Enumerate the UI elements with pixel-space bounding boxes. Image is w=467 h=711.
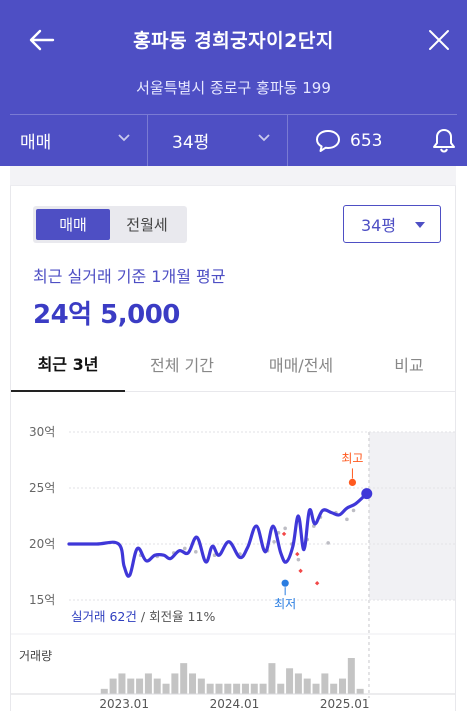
scatter-point	[272, 539, 276, 544]
max-label: 최고	[341, 451, 363, 465]
average-value: 24억 5,000	[33, 300, 180, 330]
price-card: 매매 전월세 34평 최근 실거래 기준 1개월 평균 24억 5,000 최근…	[10, 186, 456, 711]
volume-bar	[118, 673, 126, 694]
average-label: 최근 실거래 기준 1개월 평균	[33, 267, 226, 286]
min-point	[281, 579, 289, 587]
volume-bar	[330, 683, 338, 694]
speech-bubble-icon	[316, 129, 340, 152]
volume-bar	[206, 683, 214, 694]
chevron-down-icon	[118, 134, 130, 142]
close-icon	[429, 30, 449, 50]
scatter-point	[194, 550, 198, 554]
comments-button[interactable]: 653	[288, 115, 418, 166]
x-tick-label: 2023.01	[99, 697, 149, 711]
size-filter-label: 34평	[172, 133, 210, 153]
triangle-down-icon	[415, 222, 425, 228]
app-header: 홍파동 경희궁자이2단지 서울특별시 종로구 홍파동 199 매매 34평 65…	[0, 0, 467, 166]
volume-label: 거래량	[19, 649, 52, 663]
back-button[interactable]	[26, 24, 58, 56]
scatter-point	[283, 526, 287, 531]
size-filter[interactable]: 34평	[148, 115, 288, 166]
trade-type-label: 매매	[20, 133, 52, 153]
chevron-down-icon	[258, 134, 270, 142]
size-select-value: 34평	[361, 216, 397, 235]
volume-bar	[109, 678, 117, 694]
volume-bar	[356, 688, 364, 694]
min-label: 최저	[274, 597, 296, 611]
tab-compare[interactable]: 비교	[394, 356, 424, 375]
volume-bar	[312, 683, 320, 694]
scroll-strip	[10, 166, 456, 186]
forecast-region	[368, 432, 455, 600]
max-point	[348, 478, 357, 486]
volume-bar	[162, 683, 170, 694]
volume-bar	[321, 673, 329, 694]
scatter-point	[296, 557, 301, 562]
volume-bar	[153, 678, 161, 694]
volume-bar	[127, 678, 135, 694]
volume-bar	[180, 663, 188, 694]
volume-bar	[233, 683, 241, 694]
tab-recent-3y[interactable]: 최근 3년	[11, 336, 125, 392]
scatter-point	[183, 546, 187, 551]
current-point	[361, 488, 373, 500]
scatter-point	[345, 517, 349, 522]
volume-bar	[197, 678, 205, 694]
volume-bar	[144, 673, 152, 694]
y-tick-label: 20억	[29, 537, 55, 551]
deal-stats: 실거래 62건 / 회전율 11%	[71, 609, 215, 624]
volume-bar	[100, 688, 108, 694]
outlier-point	[314, 581, 320, 586]
deal-count: 실거래 62건	[71, 609, 137, 624]
outlier-point	[281, 531, 287, 537]
y-tick-label: 25억	[29, 481, 55, 495]
volume-bar	[259, 683, 267, 694]
size-select[interactable]: 34평	[343, 205, 441, 243]
period-tabs: 최근 3년 전체 기간 매매/전세 비교	[11, 336, 455, 392]
stats-separator: /	[137, 609, 149, 624]
volume-bar	[268, 663, 276, 694]
segment-sale[interactable]: 매매	[36, 209, 110, 240]
filter-bar: 매매 34평 653	[10, 115, 467, 166]
turnover-rate: 회전율 11%	[149, 609, 215, 624]
x-tick-label: 2025.01	[320, 697, 370, 711]
comment-count: 653	[350, 130, 383, 151]
volume-bar	[215, 683, 223, 694]
volume-bar	[171, 673, 179, 694]
volume-bar	[294, 673, 302, 694]
address-text: 서울특별시 종로구 홍파동 199	[136, 79, 331, 97]
volume-bar	[136, 678, 144, 694]
volume-bar	[241, 683, 249, 694]
volume-bar	[286, 668, 294, 694]
trade-type-filter[interactable]: 매매	[10, 115, 148, 166]
volume-bar	[277, 683, 285, 694]
scatter-point	[212, 553, 217, 557]
header-divider	[10, 114, 457, 115]
tab-all-period[interactable]: 전체 기간	[150, 356, 214, 375]
volume-bar	[303, 678, 311, 694]
volume-bar	[250, 683, 258, 694]
bell-icon[interactable]	[429, 126, 459, 156]
trade-type-segment: 매매 전월세	[33, 206, 187, 243]
tab-sale-jeonse[interactable]: 매매/전세	[268, 356, 334, 375]
page-title: 홍파동 경희궁자이2단지	[133, 30, 334, 52]
outlier-point	[298, 568, 303, 574]
volume-bar	[224, 683, 232, 694]
scatter-point	[351, 508, 356, 513]
x-tick-label: 2024.01	[210, 697, 260, 711]
volume-bar	[189, 673, 197, 694]
outlier-point	[295, 551, 300, 557]
scatter-point	[326, 541, 330, 545]
price-line	[67, 492, 369, 578]
volume-bar	[339, 678, 347, 694]
arrow-left-icon	[29, 29, 55, 51]
segment-rent[interactable]: 전월세	[126, 216, 168, 234]
volume-bar	[347, 658, 355, 694]
close-button[interactable]	[423, 24, 455, 56]
y-tick-label: 30억	[29, 425, 55, 439]
y-tick-label: 15억	[29, 593, 55, 607]
